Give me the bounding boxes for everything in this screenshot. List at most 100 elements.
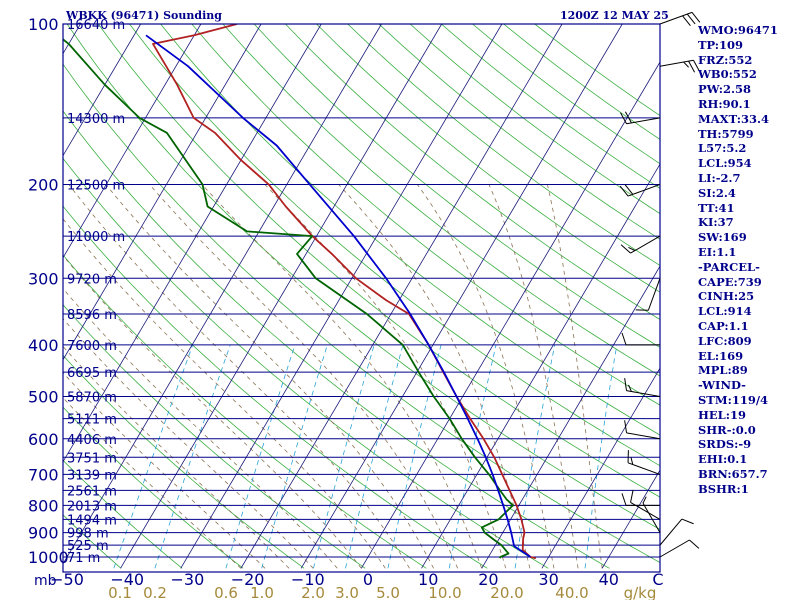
index-item: MPL:89 [698, 363, 748, 378]
moist-adiabat [338, 184, 531, 569]
isotherm-line [541, 367, 660, 569]
height-label: 1494 m [67, 513, 117, 528]
moist-adiabat [201, 184, 483, 569]
index-item: EI:1.1 [698, 244, 737, 259]
index-item: EHI:0.1 [698, 452, 748, 467]
pressure-tick-label: 700 [28, 465, 59, 484]
index-item: RH:90.1 [698, 96, 751, 111]
wind-barb-staff [642, 502, 661, 533]
mixing-ratio-label: 10.0 [428, 584, 461, 600]
wind-barb-feather [686, 13, 696, 25]
pressure-tick-label: 900 [28, 524, 59, 543]
index-item: LCL:914 [698, 304, 752, 319]
dry-adiabat [160, 24, 660, 436]
wind-barb-feather [620, 112, 627, 124]
temperature-tick-label: −50 [50, 570, 84, 589]
mixing-ratio-line [113, 344, 194, 569]
dry-adiabat [347, 24, 660, 266]
plot-frame [62, 23, 661, 573]
index-item: SRDS:-9 [698, 437, 752, 452]
index-item: CINH:25 [698, 289, 755, 304]
wind-barb-feather [691, 12, 701, 23]
moist-adiabat [547, 184, 603, 569]
wind-barb-feather [688, 60, 696, 73]
dry-adiabat [316, 24, 660, 293]
height-label: 5111 m [67, 413, 117, 428]
index-item: WMO:96471 [698, 23, 778, 37]
index-item: SI:2.4 [698, 185, 736, 200]
index-item: LI:-2.7 [698, 170, 741, 185]
wind-barb-staff [626, 117, 661, 125]
wind-barb [624, 420, 661, 440]
isotherm-line [240, 24, 563, 569]
temperature-tick-label: 0 [363, 570, 373, 589]
height-label: 4406 m [67, 433, 117, 448]
wind-barb-staff [627, 462, 661, 475]
wind-barb-feather [628, 246, 636, 252]
index-item: TH:5799 [698, 126, 754, 141]
height-label: 2013 m [67, 499, 117, 514]
mixing-ratio-line [261, 344, 328, 569]
mixing-ratio-label: 0.2 [143, 584, 167, 600]
isotherm-line [63, 24, 202, 259]
indices-panel: WMO:96471 TP:109 FRZ:552 WB0:552 PW:2.58 RH:9… [698, 23, 778, 497]
index-item: L57:5.2 [698, 141, 747, 156]
temperature-tick-label: 10 [418, 570, 438, 589]
moist-adiabat [417, 184, 555, 569]
dewpoint-trace [63, 38, 514, 559]
temperature-unit-label: C [652, 570, 663, 589]
wind-barb [620, 235, 661, 254]
height-label: 12500 m [67, 178, 125, 193]
wind-barb-staff [626, 432, 661, 440]
wind-barb-staff [630, 501, 661, 520]
height-label: 7600 m [67, 339, 117, 354]
moist-adiabat [63, 218, 386, 569]
height-label: 3139 m [67, 468, 117, 483]
wind-barb-staff [627, 183, 661, 197]
isotherm-line [0, 24, 20, 568]
mixing-ratio-line [584, 344, 618, 569]
dry-adiabat [63, 63, 660, 563]
wind-barb-staff [659, 59, 694, 67]
station-title: WBKK (96471) Sounding [66, 9, 222, 22]
temperature-tick-label: 30 [538, 570, 558, 589]
index-item: CAPE:739 [698, 274, 762, 289]
wind-barb-staff [630, 235, 661, 254]
index-item: CAP:1.1 [698, 318, 749, 333]
parcel-trace [145, 34, 531, 558]
mixing-ratio-label: 20.0 [490, 584, 523, 600]
mixing-ratio-line [448, 344, 497, 569]
wind-barb-feather [682, 15, 691, 27]
height-label: 9720 m [67, 272, 117, 287]
dry-adiabat [63, 406, 244, 569]
temperature-tick-label: −20 [231, 570, 265, 589]
index-item: TT:41 [698, 200, 735, 215]
wind-barb-feather [620, 244, 631, 254]
height-label: 998 m [67, 527, 109, 542]
pressure-tick-label: 300 [28, 269, 59, 288]
dry-adiabat [63, 110, 610, 569]
dry-adiabat [97, 24, 660, 498]
index-item: -WIND- [698, 378, 746, 393]
moist-adiabat [63, 372, 266, 569]
height-label: 8596 m [67, 308, 117, 323]
temperature-tick-label: −10 [291, 570, 325, 589]
wind-barb-feather [624, 378, 628, 391]
profiles [63, 24, 537, 560]
wind-barb [630, 489, 661, 520]
temperature-tick-label: −30 [171, 570, 205, 589]
dry-adiabat [63, 514, 122, 569]
index-item: PW:2.58 [698, 82, 752, 97]
index-item: MAXT:33.4 [698, 111, 769, 126]
height-label: 2561 m [67, 484, 117, 499]
index-item: TP:109 [698, 37, 744, 52]
wind-barb-feather [693, 60, 700, 72]
height-label: 6695 m [67, 366, 117, 381]
pressure-tick-label: 600 [28, 430, 59, 449]
wind-barb-staff [659, 539, 690, 558]
wind-barb-feather [630, 489, 634, 503]
wind-barb-feather [642, 496, 647, 504]
mixing-ratio-line [345, 344, 404, 569]
height-label: 14300 m [67, 112, 125, 127]
